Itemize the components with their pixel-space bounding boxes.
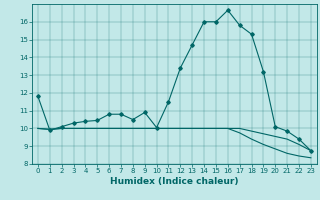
X-axis label: Humidex (Indice chaleur): Humidex (Indice chaleur) xyxy=(110,177,239,186)
